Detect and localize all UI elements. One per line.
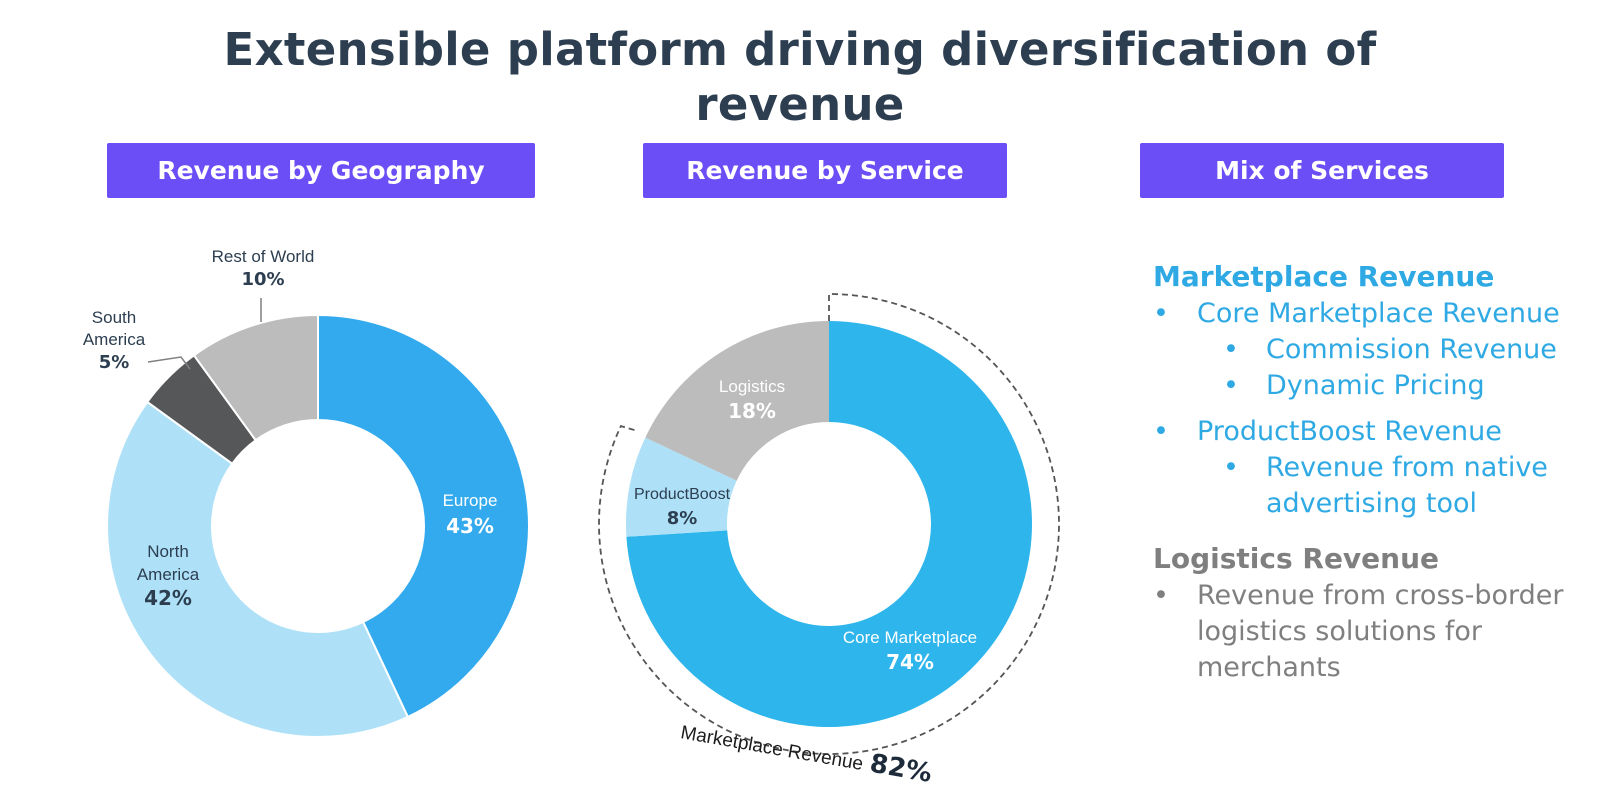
bullet-marker: • [1223,370,1239,401]
marketplace-revenue-value: 82% [868,749,934,789]
bullet-marker: • [1223,334,1239,365]
header-mix-of-services: Mix of Services [1140,143,1504,198]
header-revenue-by-geography: Revenue by Geography [107,143,535,198]
label-europe: Europe [443,491,498,510]
page-title: Extensible platform driving diversificat… [0,22,1600,132]
list-item: • Dynamic Pricing [1153,368,1593,404]
label-productboost: ProductBoost [634,486,731,503]
geography-donut [105,313,530,738]
bullet-marker: • [1153,580,1169,611]
label-north-america-line-2: America [137,565,200,584]
page-title-line-1: Extensible platform driving diversificat… [223,23,1377,76]
item-core-marketplace-revenue: Core Marketplace Revenue [1197,298,1560,329]
marketplace-revenue-label: Marketplace Revenue [679,722,865,775]
marketplace-revenue-list: • Core Marketplace Revenue • Commission Re… [1153,296,1593,522]
marketplace-revenue-annotation-text: Marketplace Revenue 82% [679,715,934,789]
list-item: • Revenue from native [1153,450,1593,486]
header-revenue-by-service: Revenue by Service [643,143,1007,198]
value-core-marketplace: 74% [886,650,934,674]
item-cross-border-line-1: Revenue from cross-border [1197,580,1564,611]
list-item: • ProductBoost Revenue [1153,414,1593,450]
item-commission-revenue: Commission Revenue [1266,334,1557,365]
bullet-marker: • [1223,452,1239,483]
list-item-continuation: advertising tool [1153,486,1593,522]
list-item: • Core Marketplace Revenue [1153,296,1593,332]
marketplace-revenue-bracket [598,293,1060,755]
item-native-advertising-line-1: Revenue from native [1266,452,1548,483]
label-rest-of-world: Rest of World [212,247,315,266]
label-south-america-line-1: South [92,308,136,327]
list-item-continuation: logistics solutions for [1153,614,1593,650]
bullet-marker: • [1153,416,1169,447]
service-donut [626,321,1032,727]
value-productboost: 8% [667,508,698,529]
label-core-marketplace: Core Marketplace [843,628,977,647]
slice-north-america [105,400,410,738]
marketplace-revenue-heading: Marketplace Revenue [1153,260,1495,293]
list-spacer [1153,404,1593,414]
marketplace-revenue-annotation: Marketplace Revenue 82% [679,715,934,789]
slice-core-marketplace [626,321,1032,727]
slice-logistics [645,321,829,481]
value-north-america: 42% [144,586,192,610]
mix-of-services-panel: Marketplace Revenue • Core Marketplace Re… [1153,258,1593,686]
value-europe: 43% [446,514,494,538]
list-item: • Revenue from cross-border [1153,578,1593,614]
slice-productboost [626,437,737,537]
value-logistics: 18% [728,399,776,423]
south-america-leader-line [147,356,191,370]
label-logistics: Logistics [719,377,785,396]
label-north-america-line-1: North [147,542,189,561]
value-rest-of-world: 10% [241,269,284,290]
logistics-revenue-heading: Logistics Revenue [1153,542,1440,575]
label-south-america-line-2: America [83,330,146,349]
page-title-line-2: revenue [695,78,905,131]
item-native-advertising-line-2: advertising tool [1266,488,1477,519]
item-dynamic-pricing: Dynamic Pricing [1266,370,1485,401]
value-south-america: 5% [99,352,130,373]
item-cross-border-line-2: logistics solutions for [1197,616,1483,647]
slice-rest-of-world [192,313,319,442]
list-item: • Commission Revenue [1153,332,1593,368]
bullet-marker: • [1153,298,1169,329]
list-item-continuation: merchants [1153,650,1593,686]
item-productboost-revenue: ProductBoost Revenue [1197,416,1502,447]
slice-europe [317,313,530,719]
item-cross-border-line-3: merchants [1197,652,1341,683]
logistics-revenue-list: • Revenue from cross-border logistics sol… [1153,578,1593,686]
